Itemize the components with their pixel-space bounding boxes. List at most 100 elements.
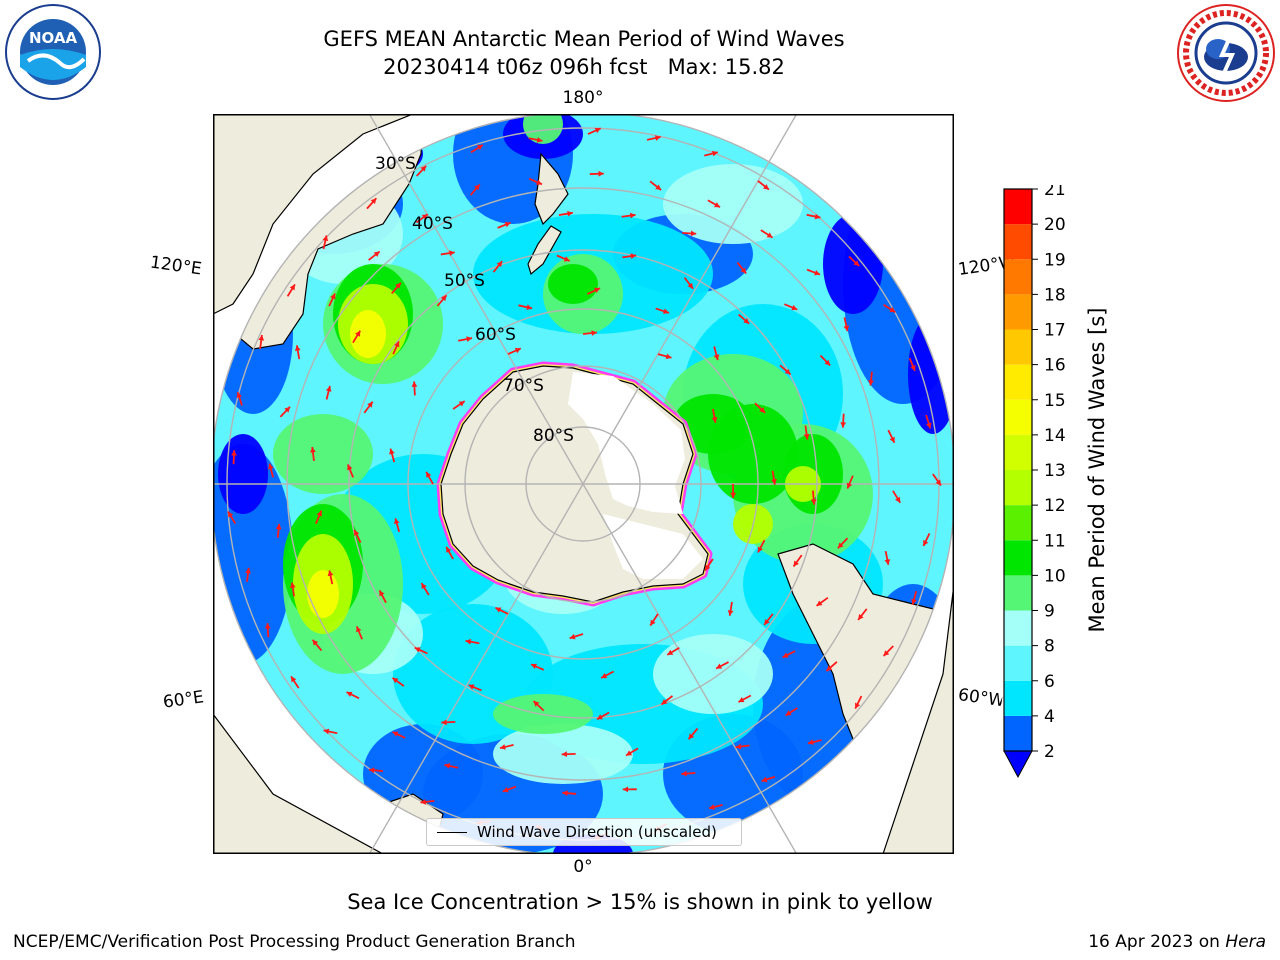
wave-direction-arrow bbox=[310, 446, 316, 462]
wave-direction-arrow bbox=[236, 391, 243, 406]
colorbar-swatch bbox=[1004, 540, 1032, 576]
wave-direction-arrow bbox=[492, 260, 503, 273]
wave-direction-arrow bbox=[391, 677, 405, 687]
colorbar-swatch bbox=[1004, 189, 1032, 225]
wave-direction-arrow bbox=[327, 570, 334, 585]
colorbar-tick-label: 2 bbox=[1044, 742, 1055, 762]
wave-direction-arrow bbox=[730, 483, 736, 499]
lon-label-upper-left: 120°E bbox=[148, 252, 203, 280]
wave-direction-arrow bbox=[761, 775, 776, 783]
wave-direction-arrow bbox=[854, 695, 863, 710]
wave-direction-arrow bbox=[415, 165, 427, 177]
wave-direction-arrow bbox=[868, 371, 874, 386]
wave-direction-arrow bbox=[440, 250, 455, 257]
wave-direction-arrow bbox=[622, 253, 637, 259]
wave-direction-arrow bbox=[378, 589, 387, 604]
colorbar-tick-label: 6 bbox=[1044, 672, 1055, 692]
wave-direction-arrow bbox=[582, 330, 598, 336]
wave-direction-arrow bbox=[681, 770, 696, 777]
wave-direction-arrow bbox=[884, 550, 891, 566]
colorbar-swatch bbox=[1004, 575, 1032, 611]
wave-direction-arrow bbox=[562, 790, 577, 797]
wave-direction-arrow bbox=[806, 268, 821, 276]
map-border bbox=[213, 114, 954, 854]
sea-ice-note: Sea Ice Concentration > 15% is shown in … bbox=[347, 890, 933, 914]
wave-direction-arrow bbox=[366, 197, 378, 210]
colorbar-tick-label: 19 bbox=[1044, 250, 1066, 270]
wave-direction-arrow bbox=[315, 510, 323, 524]
wave-direction-arrow bbox=[708, 804, 723, 810]
wave-direction-arrow bbox=[819, 354, 831, 367]
lon-label-lower-left: 60°E bbox=[161, 687, 206, 713]
wave-direction-arrow bbox=[687, 727, 699, 740]
wave-direction-arrow bbox=[322, 235, 329, 250]
footer-credit: NCEP/EMC/Verification Post Processing Pr… bbox=[13, 932, 576, 952]
colorbar-swatch bbox=[1004, 364, 1032, 400]
wave-direction-arrow bbox=[363, 401, 374, 414]
latitude-labels: 30°S 40°S 50°S 60°S 70°S 80°S bbox=[375, 154, 574, 446]
wave-direction-arrow bbox=[922, 532, 931, 547]
wave-direction-arrow bbox=[666, 647, 680, 656]
wave-direction-arrow bbox=[792, 554, 803, 568]
colorbar-tick-label: 9 bbox=[1044, 602, 1055, 622]
wave-direction-arrow bbox=[649, 180, 662, 191]
wave-direction-arrow bbox=[436, 294, 448, 307]
wave-direction-arrow bbox=[586, 287, 601, 295]
wave-direction-arrow bbox=[368, 767, 384, 774]
wave-direction-arrow bbox=[779, 364, 792, 376]
wave-direction-arrow bbox=[561, 751, 576, 758]
wave-direction-arrow bbox=[420, 582, 430, 596]
colorbar-swatch bbox=[1004, 294, 1032, 330]
wave-direction-arrow bbox=[352, 330, 361, 344]
footer-date-text: 16 Apr 2023 on bbox=[1088, 932, 1226, 952]
colorbar-swatch bbox=[1004, 715, 1032, 751]
wave-direction-arrow bbox=[530, 663, 545, 671]
wave-direction-arrow bbox=[760, 229, 774, 239]
colorbar-swatch bbox=[1004, 610, 1032, 646]
wave-direction-arrow bbox=[711, 408, 718, 423]
wave-direction-arrow bbox=[887, 429, 896, 444]
wave-direction-arrow bbox=[587, 127, 602, 135]
wave-direction-arrow bbox=[882, 645, 894, 657]
map-panel: 30°S 40°S 50°S 60°S 70°S 80°S bbox=[213, 114, 954, 854]
colorbar-extend bbox=[1003, 750, 1033, 779]
wave-direction-arrow bbox=[807, 739, 822, 745]
wave-direction-arrow bbox=[389, 448, 396, 463]
wave-direction-arrow bbox=[392, 340, 400, 355]
colorbar-tick-label: 14 bbox=[1044, 426, 1066, 446]
wave-direction-arrow bbox=[846, 475, 854, 489]
wave-direction-arrow bbox=[441, 719, 456, 726]
wave-direction-arrow bbox=[757, 539, 766, 553]
wave-direction-arrow bbox=[311, 639, 323, 652]
wave-direction-arrow bbox=[825, 661, 838, 672]
wave-direction-arrow bbox=[420, 799, 435, 805]
wave-direction-arrow bbox=[469, 183, 481, 196]
wave-direction-arrow bbox=[328, 293, 336, 307]
lat-label: 80°S bbox=[533, 426, 574, 446]
colorbar-swatch bbox=[1004, 329, 1032, 365]
lon-label-top: 180° bbox=[562, 88, 604, 108]
lat-label: 30°S bbox=[375, 154, 416, 174]
wave-direction-arrow bbox=[803, 425, 810, 440]
wave-direction-arrow bbox=[289, 582, 296, 597]
wave-direction-arrow bbox=[649, 613, 659, 627]
colorbar-tick-label: 10 bbox=[1044, 566, 1066, 586]
colorbar-swatch bbox=[1004, 645, 1032, 681]
wave-direction-arrow bbox=[932, 473, 942, 487]
wave-direction-arrow bbox=[660, 695, 674, 706]
wave-direction-arrow bbox=[715, 661, 729, 670]
wave-direction-arrow bbox=[657, 353, 672, 360]
outer-land bbox=[213, 114, 954, 854]
colorbar-graphic: 2 4 6 8 9 10 11 12 13 14 15 16 17 18 19 20 21 bbox=[1003, 180, 1066, 779]
wave-direction-arrow bbox=[622, 786, 637, 793]
wave-direction-arrow bbox=[497, 221, 511, 229]
wave-direction-arrow bbox=[355, 625, 363, 640]
wave-direction-arrow bbox=[392, 731, 406, 739]
wave-direction-arrow bbox=[782, 650, 796, 659]
colorbar: 2 4 6 8 9 10 11 12 13 14 15 16 17 18 19 20 21 bbox=[1000, 180, 1080, 785]
wave-direction-arrow bbox=[470, 144, 484, 154]
wave-direction-arrow bbox=[857, 608, 868, 621]
wave-direction-arrow bbox=[323, 728, 338, 735]
wave-direction-arrow bbox=[528, 137, 543, 143]
wave-direction-arrow bbox=[465, 638, 480, 645]
